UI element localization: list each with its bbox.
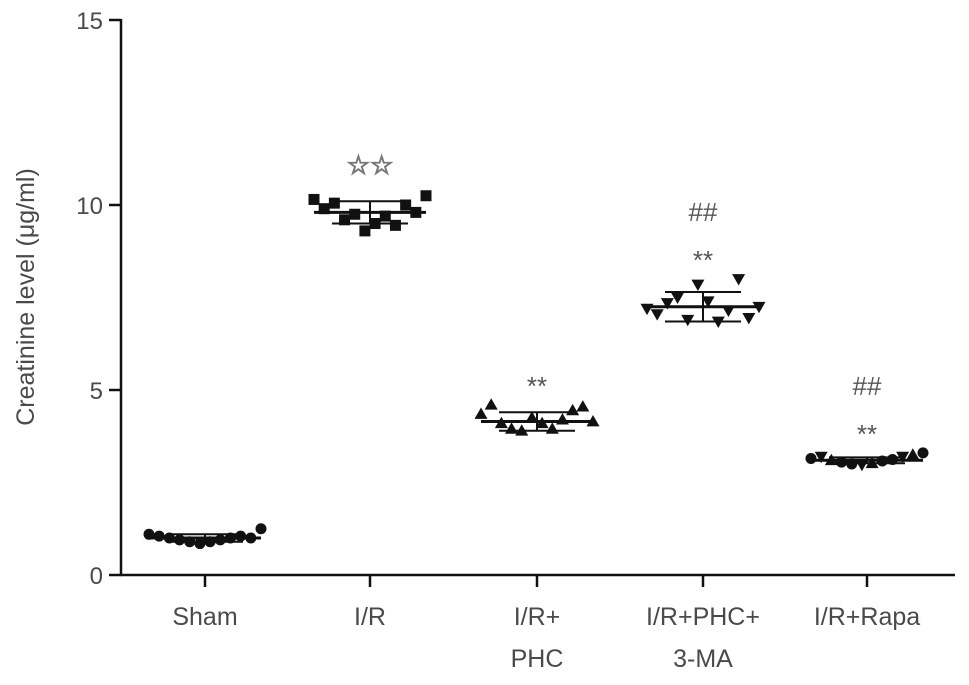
data-point-circle [917, 447, 929, 459]
data-point-triangle [474, 407, 488, 419]
x-tick-label: Sham [172, 603, 237, 631]
significance-label: ** [857, 419, 877, 449]
data-point-triangle [576, 400, 590, 412]
group-2 [474, 398, 600, 436]
significance-label: ## [689, 197, 718, 227]
data-point-triangle [906, 448, 920, 460]
group-1 [308, 190, 432, 237]
data-point-triangle [484, 398, 498, 410]
data-point-circle [255, 523, 267, 535]
data-point-square [420, 190, 432, 202]
y-tick-label: 10 [76, 193, 103, 220]
data-point-triangle-down [701, 296, 715, 308]
significance-label: ## [853, 371, 882, 401]
data-point-square [400, 199, 412, 211]
data-point-square [379, 210, 391, 222]
data-point-triangle-down [681, 314, 695, 327]
data-point-square [308, 193, 320, 205]
x-tick-label: I/R+ [514, 603, 561, 631]
labels: 0 5 10 15 Sham I/R I/R+ PHC I/R+PHC+ 3-MA I/R+Rapa… [76, 8, 920, 673]
data-point-circle [174, 534, 186, 546]
significance-label: ☆☆ [347, 150, 394, 180]
axes [109, 18, 955, 587]
x-tick-label: 3-MA [673, 645, 733, 673]
data-point-triangle-down [742, 312, 756, 325]
significance-label: ** [527, 371, 547, 401]
data-point-circle [194, 538, 206, 550]
data-point-square [339, 214, 351, 226]
x-tick-label: I/R [354, 603, 386, 631]
y-tick-label: 5 [90, 378, 103, 405]
data-point-circle [235, 530, 247, 542]
data-point-triangle-down [721, 305, 735, 317]
data-point-triangle-down [660, 298, 674, 310]
data-point-triangle [525, 411, 539, 423]
data-point-square [349, 208, 361, 220]
group-4 [805, 447, 929, 472]
data-point-triangle-down [691, 279, 705, 292]
x-tick-label: I/R+Rapa [814, 603, 920, 631]
data-point-square [389, 219, 401, 231]
data-point-circle [153, 530, 165, 542]
data-point-triangle-down [650, 309, 664, 321]
group-0 [143, 523, 267, 550]
data-point-circle [214, 534, 226, 546]
data-point-triangle-down [732, 274, 746, 286]
y-tick-label: 15 [76, 8, 103, 35]
group-3 [640, 274, 766, 329]
data-point-square [318, 203, 330, 215]
y-axis-title: Creatinine level (μg/ml) [12, 168, 40, 426]
x-tick-label: PHC [511, 645, 564, 673]
data-point-triangle [566, 403, 580, 416]
data-point-circle [805, 452, 817, 464]
x-tick-label: I/R+PHC+ [646, 603, 760, 631]
data-point-square [359, 225, 371, 237]
significance-label: ** [693, 245, 713, 275]
data-marks [143, 190, 929, 550]
data-point-triangle-down [671, 292, 685, 304]
y-tick-label: 0 [90, 563, 103, 590]
data-point-triangle-down [814, 451, 828, 464]
data-point-square [328, 197, 340, 209]
